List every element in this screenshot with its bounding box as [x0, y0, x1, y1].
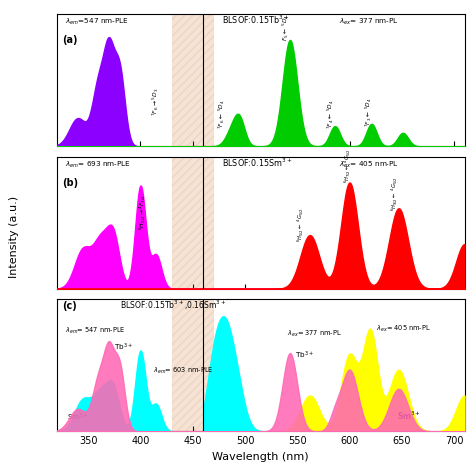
Text: $^7F_4\leftarrow$ $^5D_4$: $^7F_4\leftarrow$ $^5D_4$: [326, 100, 336, 129]
Text: $\lambda_{ex}$= 405 nm-PL: $\lambda_{ex}$= 405 nm-PL: [339, 160, 399, 170]
Text: $^7F_6\leftarrow$ $^5D_4$: $^7F_6\leftarrow$ $^5D_4$: [217, 100, 227, 129]
Text: (a): (a): [62, 35, 78, 46]
Text: $F_5\leftarrow$ $^5D_4$: $F_5\leftarrow$ $^5D_4$: [281, 14, 291, 41]
Text: Sm$^{3+}$: Sm$^{3+}$: [67, 411, 89, 423]
Text: $\lambda_{em}$= 693 nm-PLE: $\lambda_{em}$= 693 nm-PLE: [65, 160, 131, 170]
Text: $^7F_3\leftarrow$ $^5D_4$: $^7F_3\leftarrow$ $^5D_4$: [364, 97, 374, 127]
Text: BLSOF:0.15Tb$^{3+}$,0.16Sm$^{3+}$: BLSOF:0.15Tb$^{3+}$,0.16Sm$^{3+}$: [119, 299, 226, 312]
Text: BLSOF:0.15Tb$^{3+}$: BLSOF:0.15Tb$^{3+}$: [222, 14, 289, 26]
X-axis label: Wavelength (nm): Wavelength (nm): [212, 452, 309, 462]
Text: Intensity (a.u.): Intensity (a.u.): [9, 196, 19, 278]
Text: $\lambda_{ex}$= 377 nm-PL: $\lambda_{ex}$= 377 nm-PL: [287, 329, 342, 339]
Text: $^6H_{5/2}\leftarrow$ $^4G_{5/2}$: $^6H_{5/2}\leftarrow$ $^4G_{5/2}$: [295, 207, 305, 242]
Text: Tb$^{3+}$: Tb$^{3+}$: [295, 350, 314, 361]
Text: (b): (b): [62, 178, 78, 188]
Text: Tb$^{3+}$: Tb$^{3+}$: [114, 342, 133, 353]
Text: $\lambda_{ex}$= 405 nm-PL: $\lambda_{ex}$= 405 nm-PL: [376, 324, 430, 334]
Text: $\lambda_{em}$= 547 nm-PLE: $\lambda_{em}$= 547 nm-PLE: [65, 326, 126, 336]
Text: $\lambda_{em}$=547 nm-PLE: $\lambda_{em}$=547 nm-PLE: [65, 17, 129, 27]
Text: $^6H_{5/2}$$\to$$^4F_{7/2}$: $^6H_{5/2}$$\to$$^4F_{7/2}$: [137, 194, 147, 230]
Text: $\lambda_{em}$= 603 nm-PLE: $\lambda_{em}$= 603 nm-PLE: [153, 366, 214, 376]
Text: $^6H_{9/2}\leftarrow$ $^4G_{5/2}$: $^6H_{9/2}\leftarrow$ $^4G_{5/2}$: [389, 177, 399, 211]
Text: BLSOF:0.15Sm$^{3+}$: BLSOF:0.15Sm$^{3+}$: [222, 156, 292, 169]
Text: $^6H_{7/2}\leftarrow$ $^4G_{5/2}$: $^6H_{7/2}\leftarrow$ $^4G_{5/2}$: [342, 149, 352, 183]
Text: $^7F_6$$\to$$^5D_3$: $^7F_6$$\to$$^5D_3$: [151, 88, 161, 116]
Text: (c): (c): [62, 301, 77, 311]
Text: $\lambda_{ex}$= 377 nm-PL: $\lambda_{ex}$= 377 nm-PL: [339, 17, 399, 27]
Text: Sm$^{3+}$: Sm$^{3+}$: [397, 410, 420, 422]
